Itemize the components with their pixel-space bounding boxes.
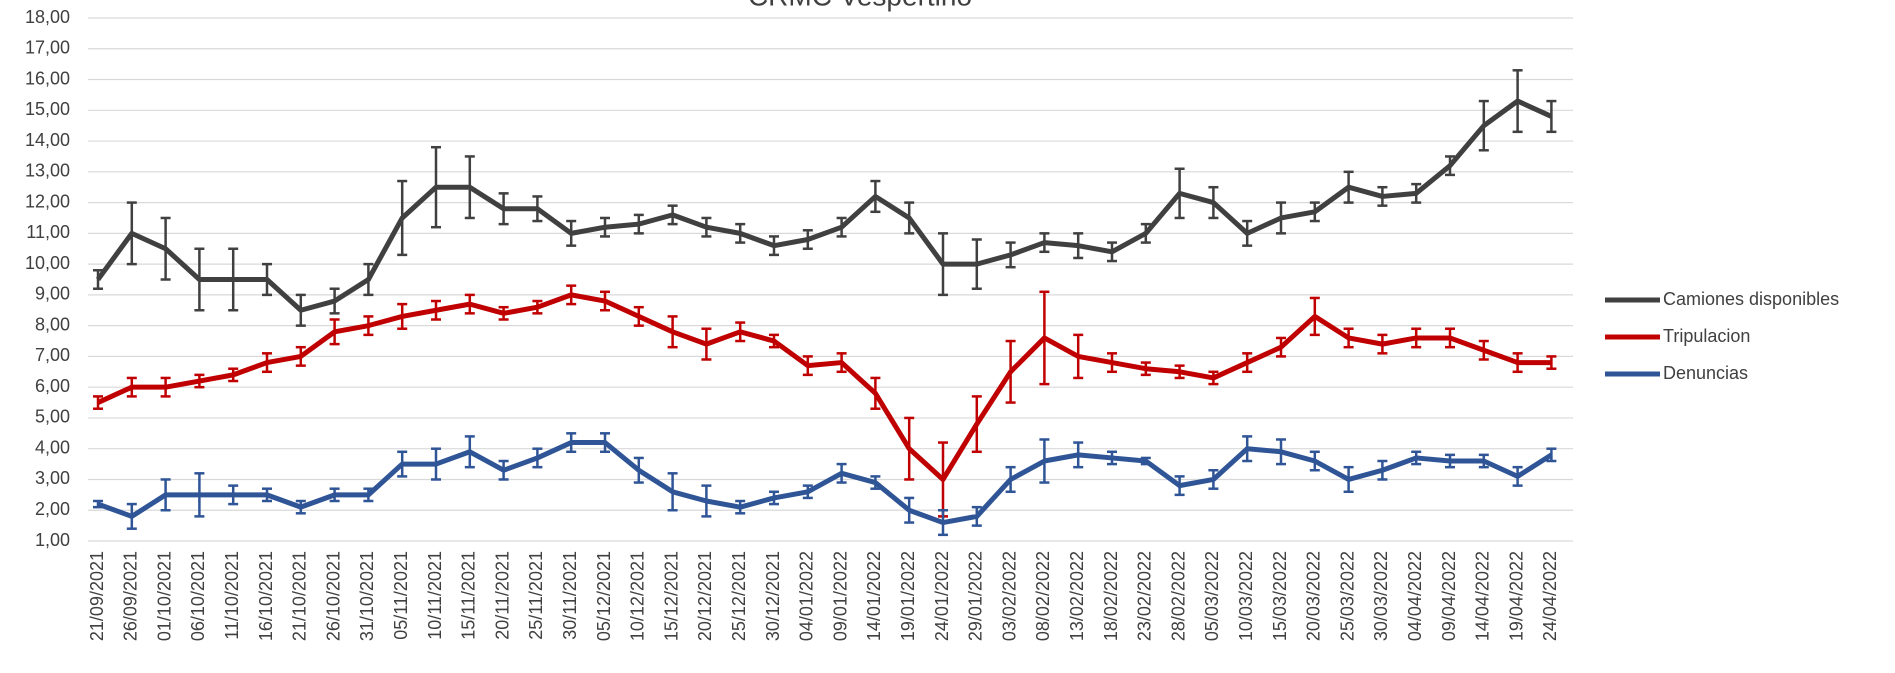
- x-tick-label: 03/02/2022: [999, 551, 1019, 641]
- y-tick-label: 8,00: [35, 314, 70, 334]
- legend-label: Tripulacion: [1663, 326, 1750, 346]
- x-tick-label: 31/10/2021: [357, 551, 377, 641]
- legend-label: Camiones disponibles: [1663, 289, 1839, 309]
- x-tick-label: 14/01/2022: [864, 551, 884, 641]
- y-tick-label: 6,00: [35, 376, 70, 396]
- x-tick-label: 18/02/2022: [1101, 551, 1121, 641]
- x-tick-label: 24/04/2022: [1540, 551, 1560, 641]
- legend-label: Denuncias: [1663, 363, 1748, 383]
- series: [93, 69, 1557, 327]
- y-tick-label: 18,00: [25, 7, 70, 27]
- series-line: [95, 98, 1553, 313]
- x-tick-label: 04/04/2022: [1405, 551, 1425, 641]
- x-tick-label: 15/12/2021: [661, 551, 681, 641]
- series-line: [96, 292, 1552, 482]
- x-tick-label: 05/03/2022: [1202, 551, 1222, 641]
- y-tick-label: 2,00: [35, 499, 70, 519]
- x-tick-label: 15/03/2022: [1270, 551, 1290, 641]
- y-tick-label: 14,00: [25, 130, 70, 150]
- x-tick-label: 23/02/2022: [1135, 551, 1155, 641]
- x-tick-label: 21/10/2021: [290, 551, 310, 641]
- y-tick-label: 17,00: [25, 38, 70, 58]
- x-tick-label: 19/04/2022: [1506, 551, 1526, 641]
- x-tick-label: 05/11/2021: [391, 551, 411, 640]
- x-tick-label: 25/12/2021: [729, 551, 749, 641]
- y-tick-label: 15,00: [25, 99, 70, 119]
- x-tick-label: 21/09/2021: [87, 551, 107, 641]
- x-tick-label: 01/10/2021: [154, 551, 174, 641]
- x-tick-label: 24/01/2022: [932, 551, 952, 641]
- x-tick-label: 10/12/2021: [628, 551, 648, 641]
- x-tick-label: 05/12/2021: [594, 551, 614, 641]
- y-tick-label: 11,00: [26, 222, 70, 242]
- x-tick-label: 30/11/2021: [560, 551, 580, 640]
- x-tick-label: 20/12/2021: [695, 551, 715, 641]
- x-tick-label: 04/01/2022: [797, 551, 817, 641]
- x-tick-label: 13/02/2022: [1067, 551, 1087, 641]
- x-tick-label: 30/03/2022: [1371, 551, 1391, 641]
- y-tick-label: 5,00: [35, 407, 70, 427]
- x-tick-label: 10/11/2021: [425, 551, 445, 640]
- y-tick-label: 10,00: [25, 253, 70, 273]
- x-tick-label: 06/10/2021: [188, 551, 208, 641]
- x-tick-label: 26/09/2021: [121, 551, 141, 641]
- y-tick-label: 13,00: [25, 161, 70, 181]
- x-tick-label: 09/01/2022: [830, 551, 850, 641]
- x-tick-label: 26/10/2021: [323, 551, 343, 641]
- y-tick-label: 12,00: [25, 191, 70, 211]
- x-tick-label: 29/01/2022: [966, 551, 986, 641]
- x-tick-label: 16/10/2021: [256, 551, 276, 641]
- y-tick-label: 4,00: [35, 437, 70, 457]
- y-tick-label: 1,00: [35, 530, 70, 550]
- series: [93, 284, 1557, 518]
- x-tick-label: 14/04/2022: [1473, 551, 1493, 641]
- x-tick-label: 08/02/2022: [1033, 551, 1053, 641]
- x-tick-label: 20/11/2021: [492, 551, 512, 640]
- series: [93, 432, 1557, 537]
- series-line: [97, 440, 1553, 526]
- chart-title: CRMC Vespertino: [748, 0, 972, 11]
- x-tick-label: 25/03/2022: [1337, 551, 1357, 641]
- x-tick-label: 19/01/2022: [898, 551, 918, 641]
- x-tick-label: 09/04/2022: [1439, 551, 1459, 641]
- y-tick-label: 16,00: [25, 68, 70, 88]
- y-tick-label: 9,00: [35, 284, 70, 304]
- x-tick-label: 10/03/2022: [1236, 551, 1256, 641]
- x-tick-label: 28/02/2022: [1168, 551, 1188, 641]
- x-tick-label: 20/03/2022: [1304, 551, 1324, 641]
- x-tick-label: 15/11/2021: [459, 551, 479, 640]
- y-tick-label: 7,00: [35, 345, 70, 365]
- x-tick-label: 30/12/2021: [763, 551, 783, 641]
- y-tick-label: 3,00: [35, 468, 70, 488]
- x-tick-label: 25/11/2021: [526, 551, 546, 640]
- x-tick-label: 11/10/2021: [222, 551, 242, 640]
